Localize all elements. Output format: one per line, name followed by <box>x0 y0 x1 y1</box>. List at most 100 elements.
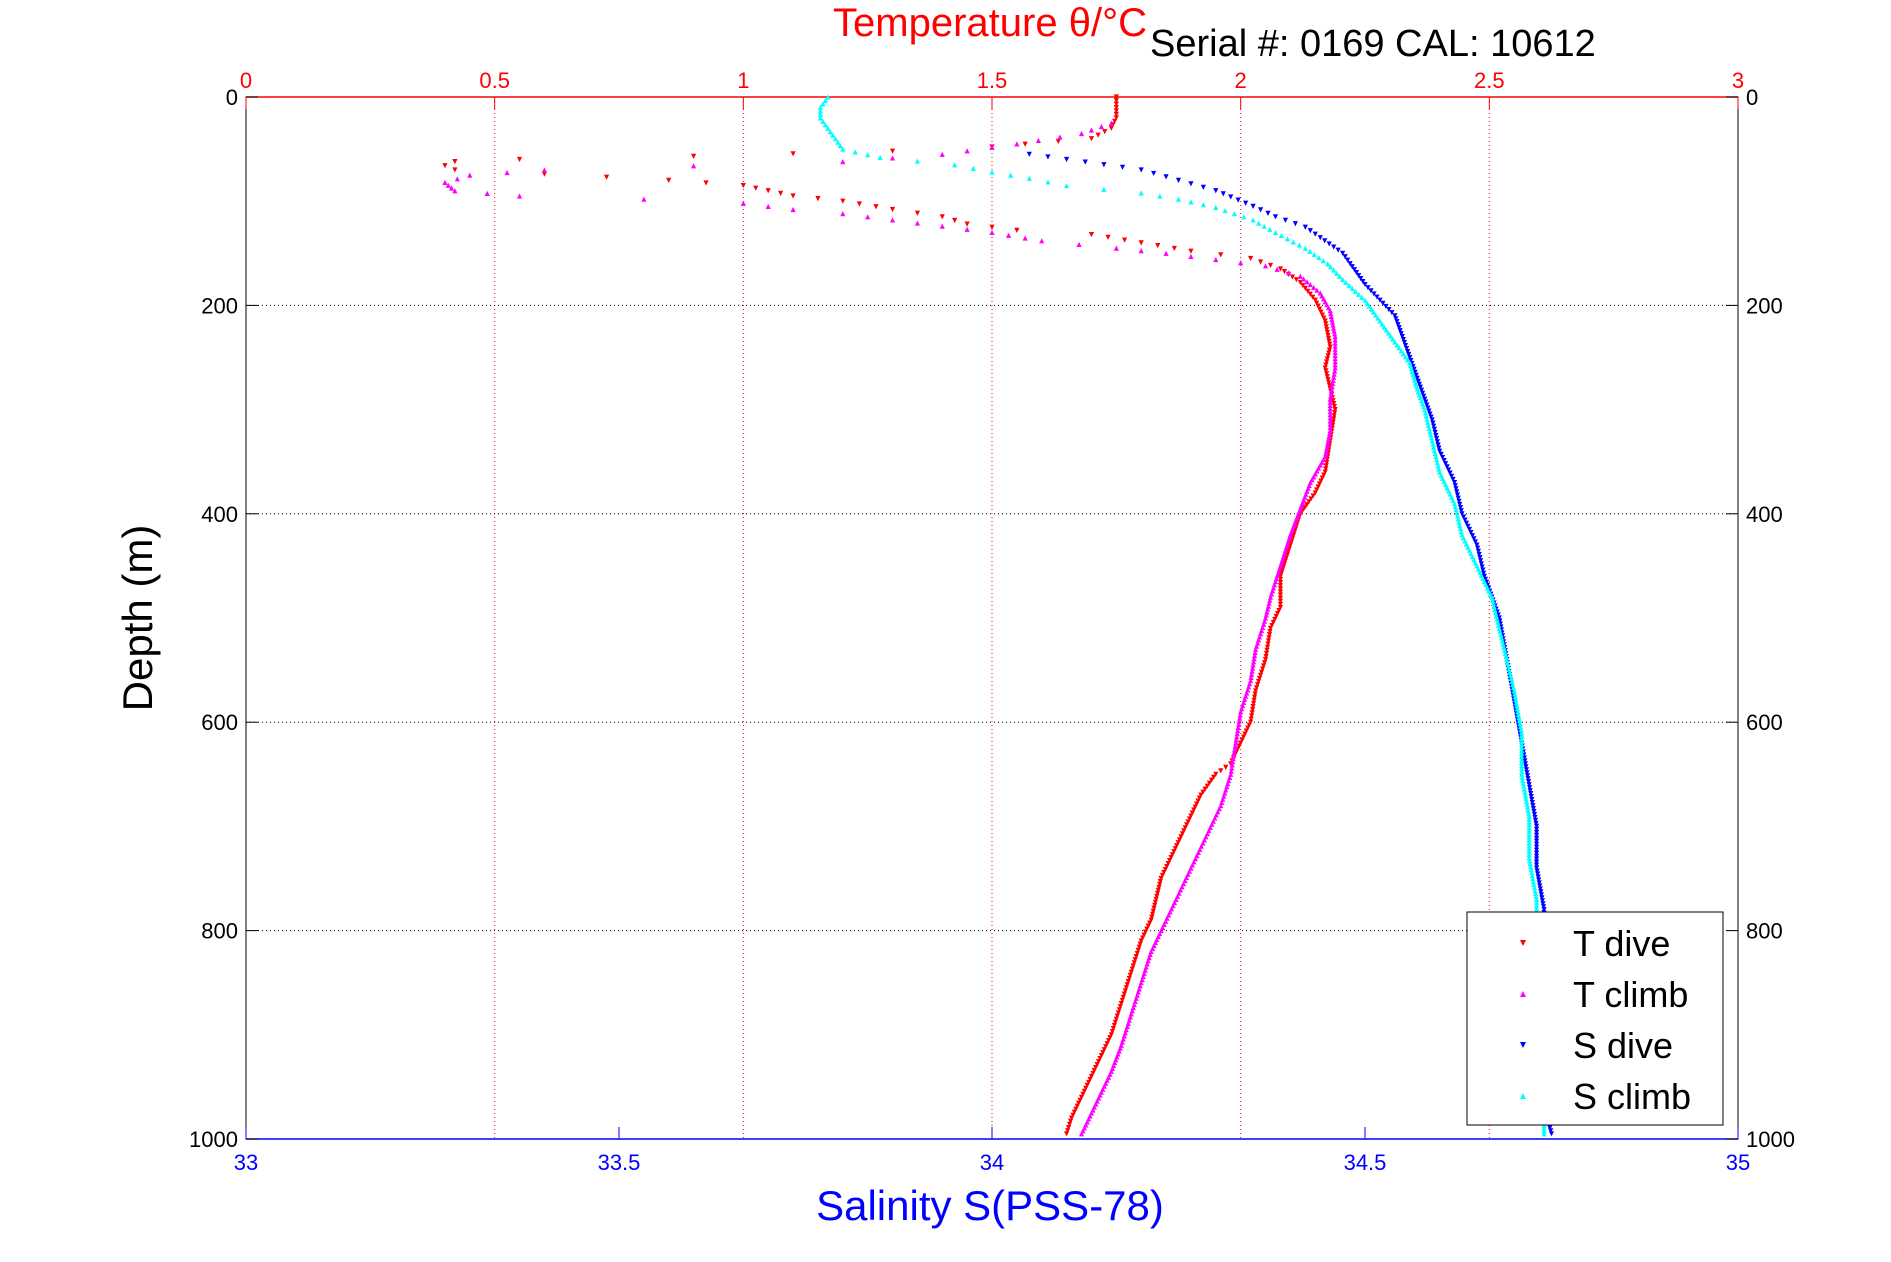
data-point <box>1307 291 1313 297</box>
data-point <box>740 182 746 189</box>
data-point <box>1256 675 1263 682</box>
data-point <box>1236 743 1242 749</box>
data-point <box>1172 846 1178 852</box>
data-point <box>1513 697 1519 703</box>
data-point <box>1194 801 1200 807</box>
data-point <box>1398 348 1404 354</box>
data-point <box>1188 248 1194 254</box>
data-point <box>1223 764 1229 770</box>
data-point <box>1270 619 1276 626</box>
data-point <box>1323 466 1329 472</box>
data-point <box>1312 297 1318 303</box>
data-point <box>1495 622 1502 628</box>
data-point <box>1380 300 1386 306</box>
data-point <box>1523 767 1530 773</box>
data-point <box>1258 669 1265 675</box>
data-point <box>1423 399 1429 405</box>
data-point <box>1479 564 1485 570</box>
data-point <box>1432 429 1438 436</box>
data-point <box>1364 300 1370 306</box>
data-point <box>1533 862 1540 868</box>
data-point <box>1231 749 1237 756</box>
data-point <box>840 211 846 217</box>
data-point <box>1475 548 1481 554</box>
data-point <box>989 224 995 230</box>
data-point <box>815 195 821 202</box>
data-point <box>1395 322 1401 328</box>
data-point <box>1277 576 1284 583</box>
data-point <box>1344 257 1351 263</box>
data-point <box>1501 647 1508 653</box>
data-point <box>1228 194 1234 200</box>
data-point <box>1254 682 1261 688</box>
data-point <box>1113 104 1119 111</box>
data-point <box>1519 738 1525 745</box>
data-point <box>1453 486 1459 492</box>
data-point <box>1286 270 1292 276</box>
data-point <box>1332 337 1338 343</box>
data-point <box>1276 607 1282 614</box>
data-point <box>1171 245 1177 252</box>
tick-label-temperature: 2 <box>1235 68 1247 93</box>
data-point <box>1403 345 1410 352</box>
data-point <box>1432 450 1438 456</box>
y-axis-label: Depth (m) <box>114 525 161 712</box>
data-point <box>1327 415 1333 421</box>
data-point <box>1533 826 1540 832</box>
data-point <box>1232 743 1238 749</box>
data-point <box>1472 539 1479 545</box>
data-point <box>1078 1131 1085 1137</box>
data-point <box>1521 786 1527 792</box>
data-point <box>1331 401 1337 407</box>
data-point <box>1113 97 1119 104</box>
data-point <box>1115 1010 1121 1016</box>
data-point <box>1466 526 1473 533</box>
data-point <box>442 163 448 169</box>
data-point <box>1229 765 1235 771</box>
data-point <box>1315 303 1321 309</box>
data-point <box>1519 741 1525 748</box>
data-point <box>1184 822 1190 828</box>
data-point <box>484 190 490 196</box>
data-point <box>1222 207 1228 214</box>
data-point <box>1093 1064 1099 1071</box>
data-point <box>1330 322 1336 328</box>
data-point <box>1346 282 1352 288</box>
data-point <box>1165 861 1171 867</box>
data-point <box>1428 414 1434 420</box>
data-point <box>1392 339 1398 345</box>
data-point <box>1112 118 1118 124</box>
data-point <box>1267 597 1273 603</box>
data-point <box>1108 120 1114 126</box>
data-point <box>1526 840 1532 846</box>
data-point <box>516 156 523 163</box>
data-point <box>1320 257 1326 264</box>
data-point <box>1498 635 1505 641</box>
data-point <box>1353 270 1360 276</box>
data-point <box>1251 697 1257 703</box>
data-point <box>1304 502 1310 508</box>
data-point <box>1327 405 1333 412</box>
data-point <box>1332 352 1338 359</box>
data-point <box>889 148 896 154</box>
data-point <box>1519 753 1525 760</box>
data-point <box>1368 288 1374 294</box>
data-point <box>837 143 843 149</box>
data-point <box>1499 638 1505 644</box>
data-point <box>1332 349 1338 355</box>
data-point <box>516 193 523 199</box>
data-point <box>778 190 784 196</box>
data-point <box>1457 501 1463 508</box>
data-point <box>1383 303 1389 310</box>
data-point <box>1318 309 1324 315</box>
data-point <box>765 188 771 194</box>
data-point <box>1135 947 1141 953</box>
tick-label-depth-left: 200 <box>201 293 238 318</box>
data-point <box>1471 536 1477 542</box>
data-point <box>1302 224 1308 230</box>
data-point <box>1547 1125 1553 1131</box>
data-point <box>1233 737 1239 743</box>
data-point <box>1394 319 1400 325</box>
data-point <box>1147 920 1153 926</box>
data-point <box>1113 115 1119 121</box>
